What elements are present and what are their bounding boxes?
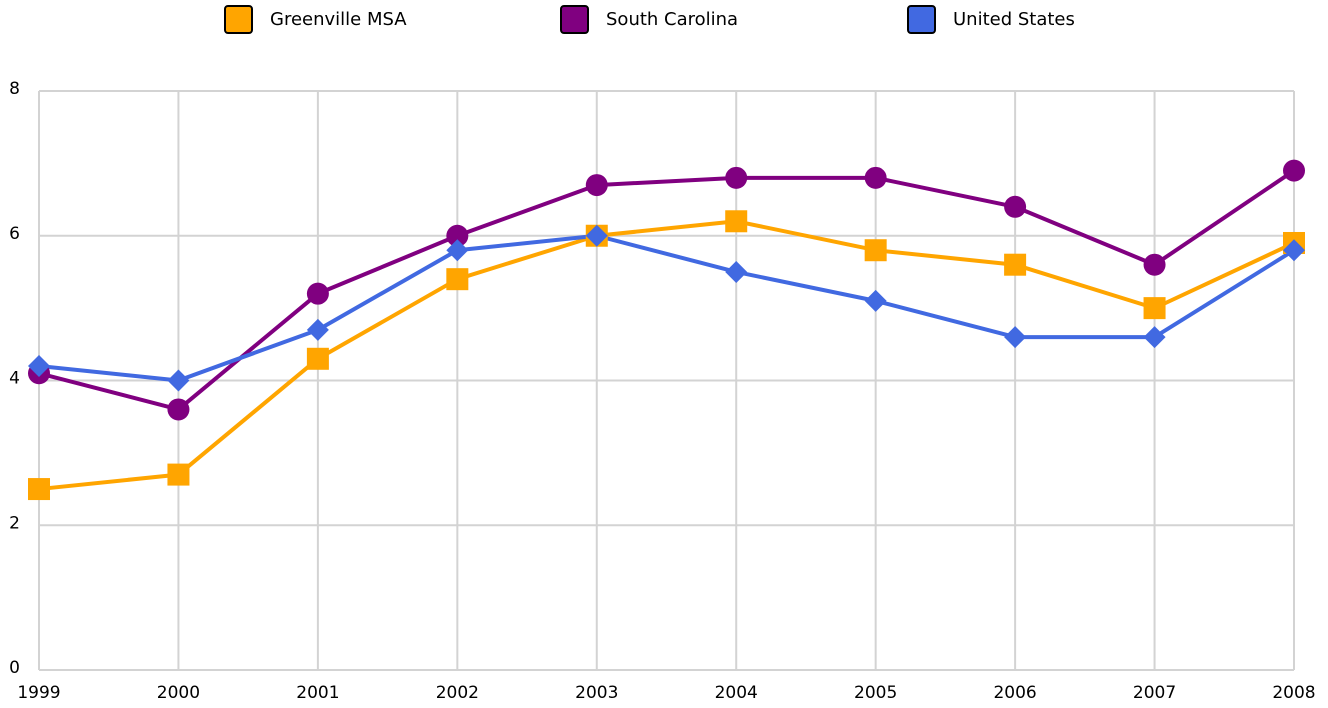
data-point <box>1143 253 1166 276</box>
data-point <box>1143 297 1166 320</box>
x-tick-label: 2007 <box>1133 683 1176 703</box>
data-point <box>1283 239 1305 262</box>
x-tick-label: 2002 <box>436 683 479 703</box>
data-point <box>446 268 469 291</box>
x-tick-label: 1999 <box>17 683 60 703</box>
x-tick-label: 2000 <box>157 683 200 703</box>
data-point <box>864 239 887 262</box>
y-tick-label: 4 <box>9 369 20 389</box>
legend-swatch <box>224 5 253 34</box>
data-point <box>725 166 748 189</box>
y-tick-label: 8 <box>9 79 20 99</box>
legend-swatch <box>907 5 936 34</box>
data-point <box>28 478 50 501</box>
legend-item: United States <box>907 5 1075 34</box>
data-point <box>864 289 887 312</box>
data-point <box>167 369 190 392</box>
data-point <box>446 224 469 247</box>
data-point <box>306 318 329 341</box>
data-point <box>1004 253 1027 276</box>
legend-label: Greenville MSA <box>270 9 407 30</box>
data-point <box>1283 159 1305 182</box>
data-point <box>167 463 190 486</box>
x-tick-label: 2003 <box>575 683 618 703</box>
legend-label: South Carolina <box>606 9 738 30</box>
data-point <box>306 347 329 370</box>
y-tick-label: 0 <box>9 658 20 678</box>
x-tick-label: 2008 <box>1272 683 1315 703</box>
x-tick-label: 2001 <box>296 683 339 703</box>
legend-label: United States <box>953 9 1075 30</box>
x-tick-label: 2005 <box>854 683 897 703</box>
legend-item: South Carolina <box>560 5 738 34</box>
y-tick-label: 6 <box>9 224 20 244</box>
data-point <box>1004 326 1027 349</box>
data-point <box>1004 195 1027 218</box>
data-point <box>446 239 469 262</box>
series-line <box>38 168 1296 412</box>
data-point <box>585 174 608 197</box>
x-tick-label: 2004 <box>715 683 758 703</box>
data-point <box>585 224 608 247</box>
data-point <box>167 398 190 421</box>
data-point <box>725 210 748 233</box>
x-tick-label: 2006 <box>993 683 1036 703</box>
y-tick-label: 2 <box>9 513 20 533</box>
data-point <box>864 166 887 189</box>
data-point <box>725 260 748 283</box>
data-point <box>28 355 50 378</box>
series-line <box>38 219 1295 492</box>
data-point <box>306 282 329 305</box>
legend-item: Greenville MSA <box>224 5 407 34</box>
series-line <box>38 233 1296 383</box>
data-point <box>1143 326 1166 349</box>
legend-swatch <box>560 5 589 34</box>
